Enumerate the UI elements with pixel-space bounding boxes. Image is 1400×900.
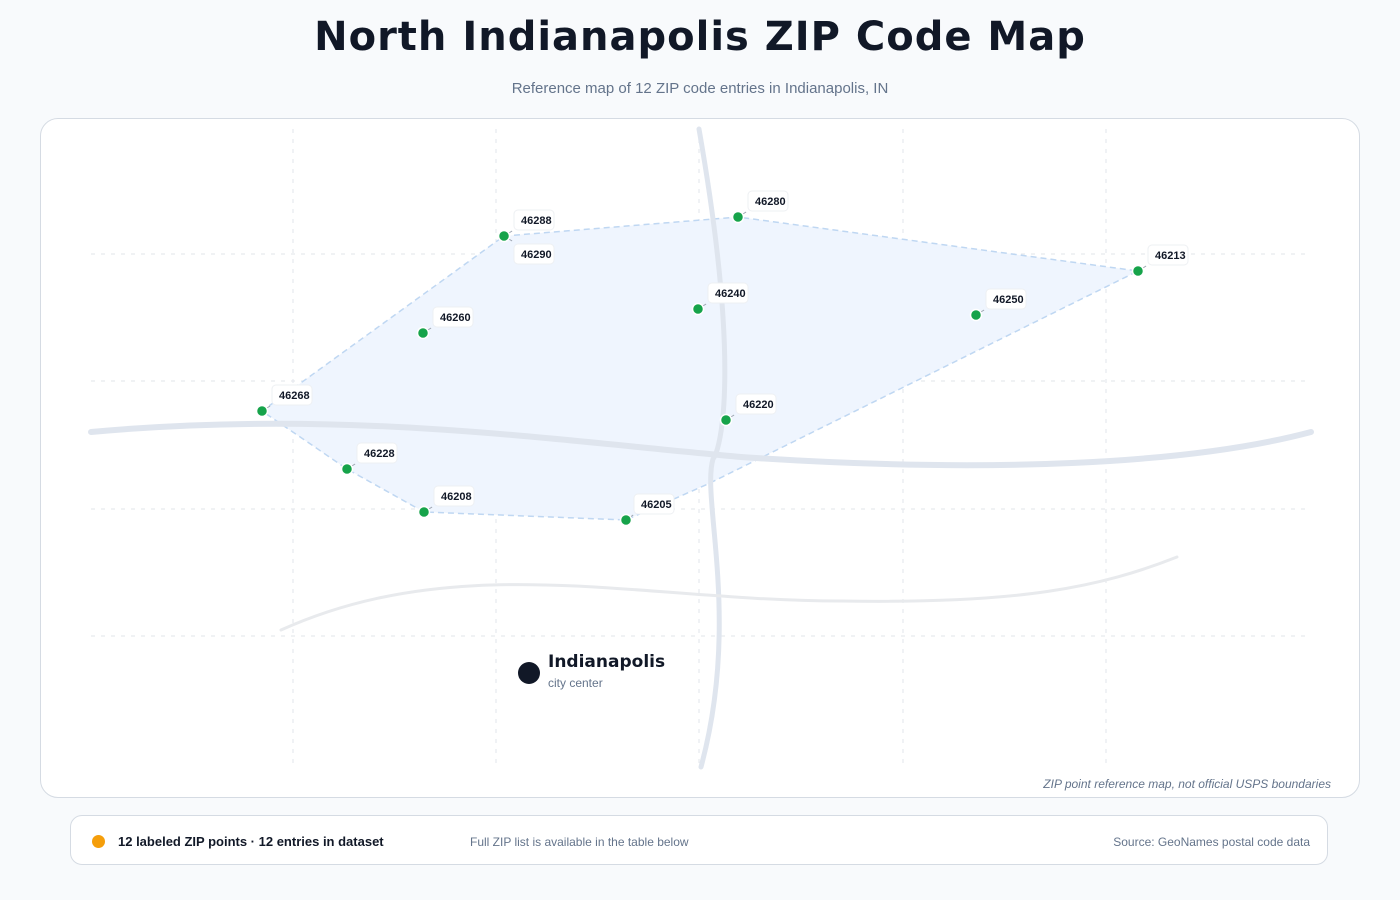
zip-label-box	[735, 393, 777, 415]
zip-label: 46208	[441, 491, 472, 503]
zip-marker-46240[interactable]: 46240	[691, 282, 749, 316]
zip-point-icon	[1131, 264, 1145, 278]
zip-marker-46290[interactable]: 46290	[497, 229, 555, 265]
zip-point-icon	[691, 302, 705, 316]
legend-note: Full ZIP list is available in the table …	[470, 835, 689, 849]
zip-label-box	[513, 243, 555, 265]
map-panel[interactable]: 46288 46290 46280 46213 46240 46250 46260 46268…	[40, 118, 1360, 798]
zip-point-icon	[619, 513, 633, 527]
zip-point-icon	[417, 505, 431, 519]
zip-point-icon	[969, 308, 983, 322]
zip-marker-46220[interactable]: 46220	[719, 393, 777, 427]
zip-point-icon	[255, 404, 269, 418]
zip-label: 46280	[755, 196, 786, 208]
zip-label: 46213	[1155, 250, 1186, 262]
zip-marker-46260[interactable]: 46260	[416, 306, 474, 340]
city-center-label: city center	[548, 676, 603, 690]
zip-label: 46260	[440, 312, 471, 324]
legend-bar: 12 labeled ZIP points · 12 entries in da…	[70, 815, 1328, 865]
zip-marker-46213[interactable]: 46213	[1131, 244, 1189, 278]
zip-points-layer: 46288 46290 46280 46213 46240 46250 46260 46268…	[255, 190, 1189, 527]
zip-label: 46220	[743, 399, 774, 411]
zip-label: 46250	[993, 294, 1024, 306]
zip-point-icon	[719, 413, 733, 427]
zip-label: 46290	[521, 249, 552, 261]
zip-label-box	[985, 288, 1027, 310]
highway-horizontal	[88, 420, 1314, 469]
zip-coverage-area	[260, 216, 1141, 521]
zip-label-box	[633, 493, 675, 515]
zip-marker-46250[interactable]: 46250	[969, 288, 1027, 322]
zip-label-box	[356, 442, 398, 464]
zip-label-box	[707, 282, 749, 304]
zip-point-icon	[497, 229, 511, 243]
zip-label: 46205	[641, 499, 672, 511]
page-title: North Indianapolis ZIP Code Map	[314, 14, 1086, 60]
map-canvas[interactable]: 46288 46290 46280 46213 46240 46250 46260 46268…	[41, 119, 1359, 797]
zip-marker-46268[interactable]: 46268	[255, 384, 313, 418]
zip-label: 46240	[715, 288, 746, 300]
zip-label-box	[1147, 244, 1189, 266]
map-disclaimer: ZIP point reference map, not official US…	[1043, 777, 1331, 791]
river-line	[279, 555, 1179, 632]
city-marker[interactable]: Indianapolis city center	[518, 652, 665, 690]
zip-point-icon	[416, 326, 430, 340]
zip-point-icon	[340, 462, 354, 476]
zip-label-box	[432, 306, 474, 328]
zip-marker-46205[interactable]: 46205	[619, 493, 675, 527]
legend-dot-icon	[92, 835, 105, 848]
zip-label-box	[747, 190, 789, 212]
zip-label-box	[433, 485, 475, 507]
zip-marker-46280[interactable]: 46280	[731, 190, 789, 224]
zip-label-box	[513, 209, 555, 231]
zip-label: 46268	[279, 390, 310, 402]
zip-marker-46208[interactable]: 46208	[417, 485, 475, 519]
city-center-icon	[518, 662, 540, 684]
city-name: Indianapolis	[548, 652, 665, 672]
zip-label: 46288	[521, 215, 552, 227]
zip-label: 46228	[364, 448, 395, 460]
zip-label-box	[271, 384, 313, 406]
legend-summary: 12 labeled ZIP points · 12 entries in da…	[118, 834, 384, 849]
data-source: Source: GeoNames postal code data	[1113, 835, 1310, 849]
zip-point-icon	[731, 210, 745, 224]
page-subtitle: Reference map of 12 ZIP code entries in …	[511, 80, 889, 97]
highway-vertical	[696, 126, 728, 770]
zip-marker-46228[interactable]: 46228	[340, 442, 398, 476]
